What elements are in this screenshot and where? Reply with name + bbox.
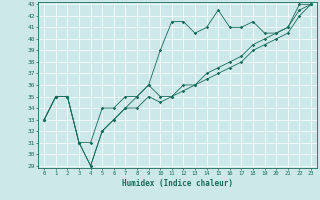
X-axis label: Humidex (Indice chaleur): Humidex (Indice chaleur) xyxy=(122,179,233,188)
